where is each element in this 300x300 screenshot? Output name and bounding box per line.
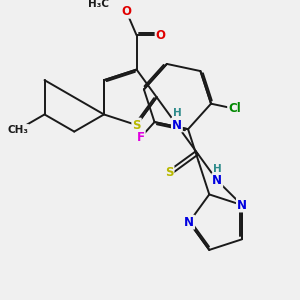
Text: CH₃: CH₃ [7,125,28,135]
Text: O: O [121,5,131,18]
Text: S: S [132,118,141,131]
Text: H: H [213,164,222,173]
Text: Cl: Cl [228,102,241,115]
Text: F: F [137,131,145,144]
Text: N: N [237,199,247,212]
Text: N: N [212,174,222,187]
Text: S: S [165,167,174,179]
Text: N: N [184,216,194,229]
Text: N: N [172,118,182,131]
Text: H₃C: H₃C [88,0,109,9]
Text: O: O [156,29,166,42]
Text: H: H [172,108,181,118]
